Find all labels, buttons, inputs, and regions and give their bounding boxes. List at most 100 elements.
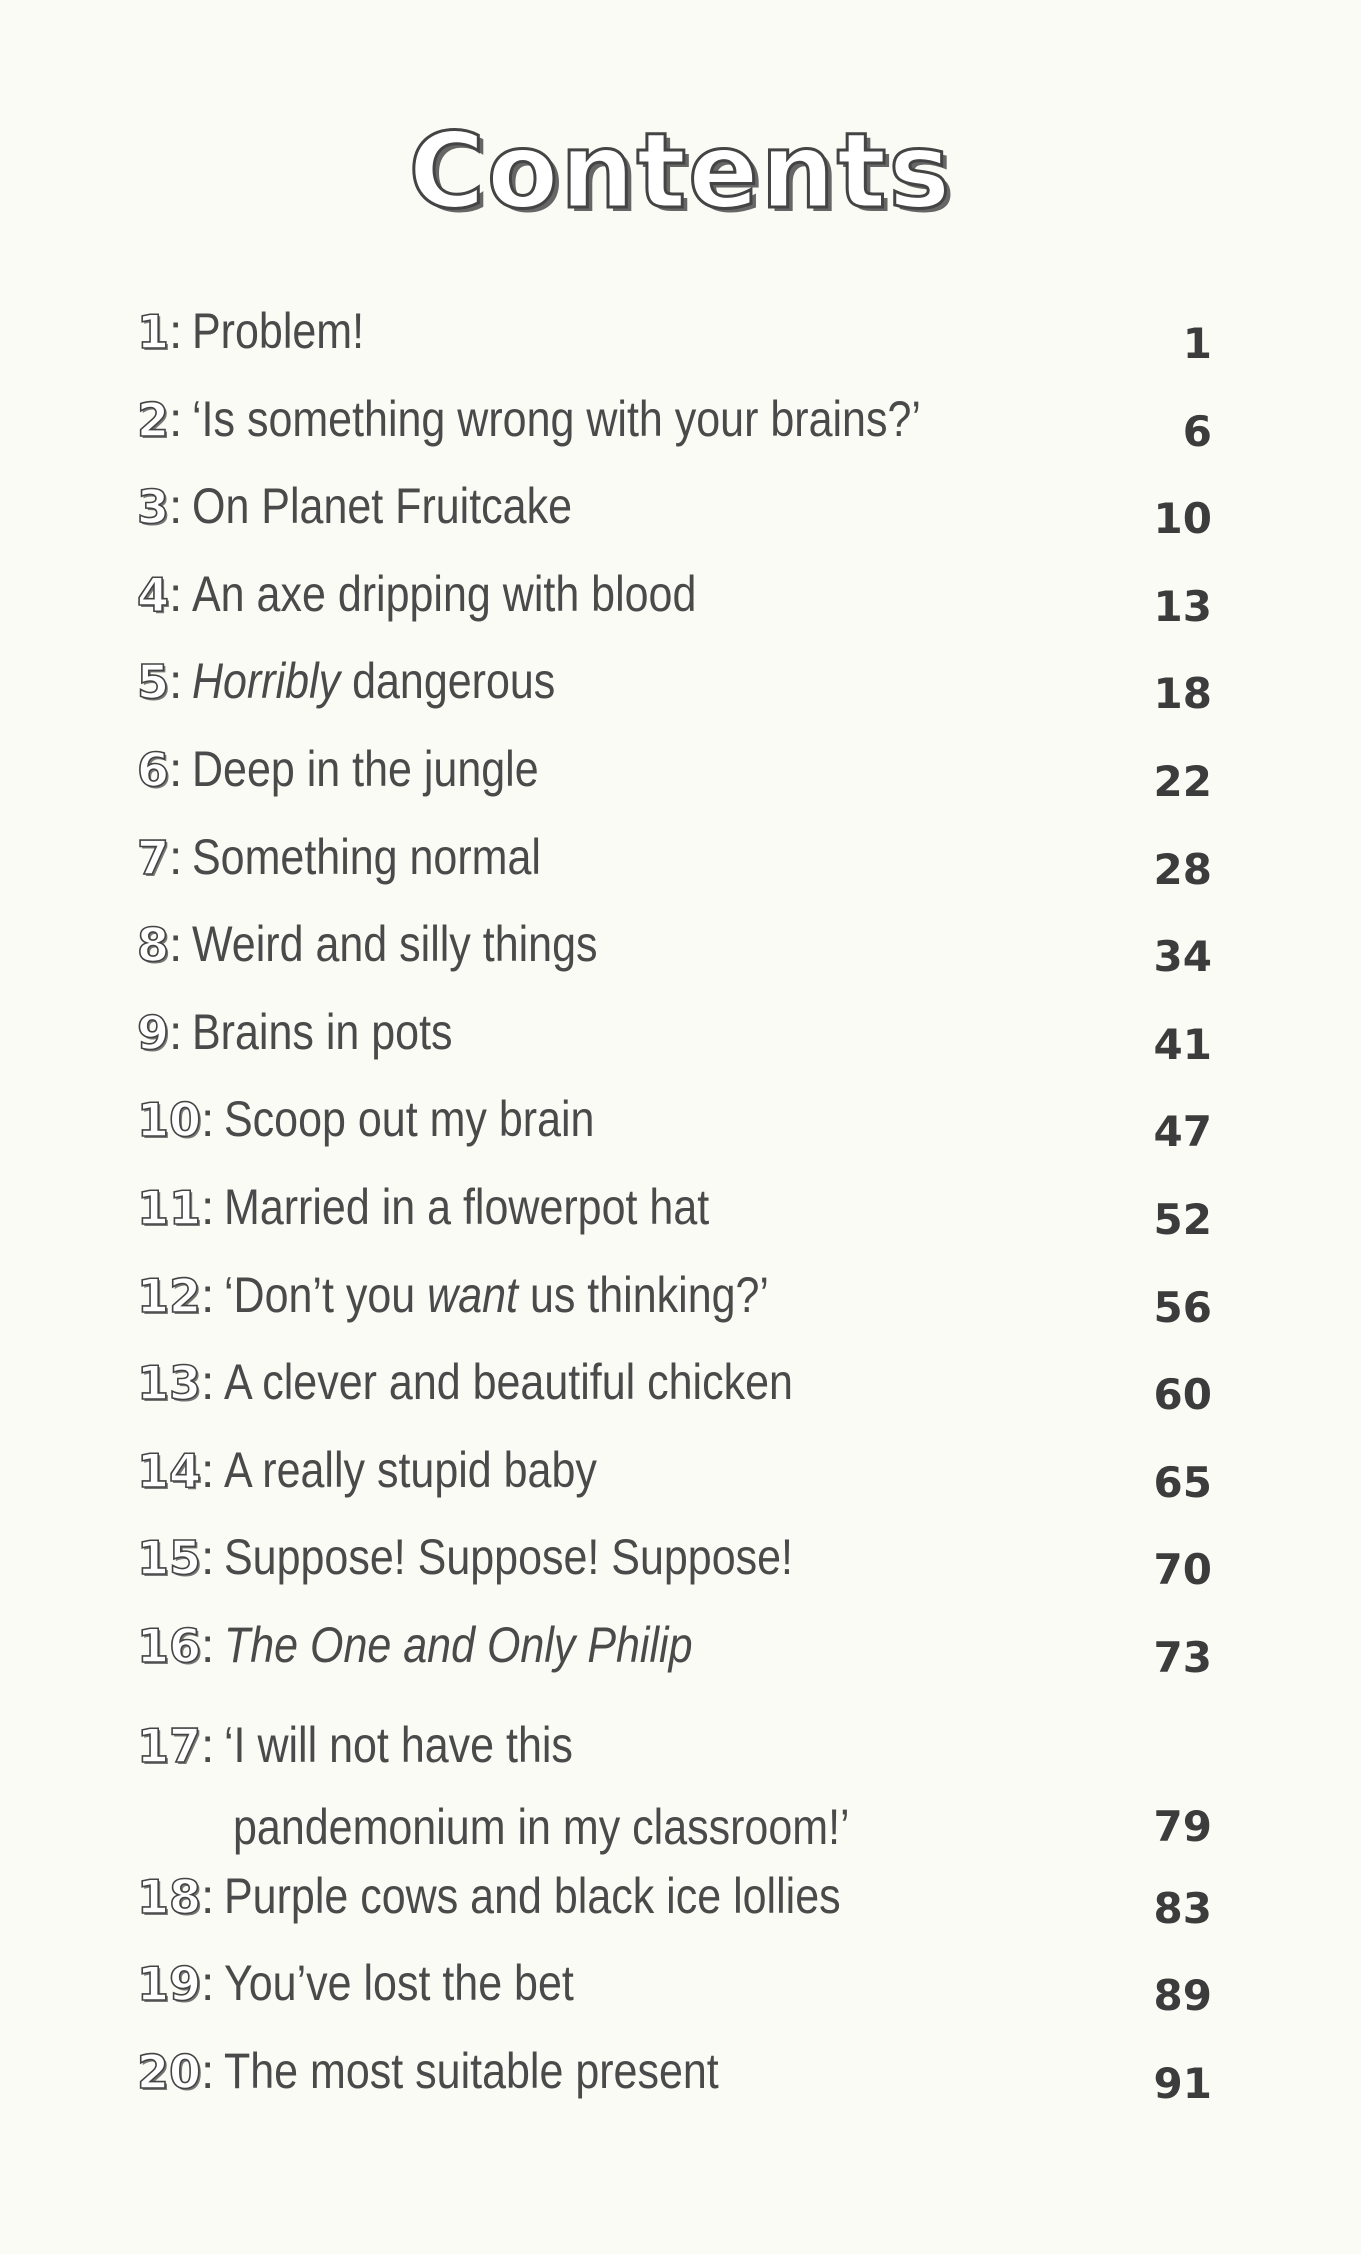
colon: : <box>169 306 183 359</box>
page-number: 1 <box>1182 319 1212 368</box>
chapter-title-part: Brains in pots <box>192 1003 453 1060</box>
chapter-title: You’ve lost the bet <box>224 1940 574 2028</box>
page-title: Contents <box>407 109 953 234</box>
toc-entry: 9: Brains in pots 41 <box>136 1001 1212 1089</box>
toc-entry: 6: Deep in the jungle 22 <box>136 738 1212 826</box>
page-number: 65 <box>1153 1457 1212 1507</box>
chapter-title-continuation: pandemonium in my classroom!’ <box>233 1798 850 1855</box>
chapter-number: 9 <box>136 1005 170 1061</box>
colon: : <box>201 1870 215 1924</box>
page-number: 52 <box>1153 1194 1212 1244</box>
toc-entry: 14: A really stupid baby 65 <box>136 1439 1212 1527</box>
chapter-title-part: A clever and beautiful chicken <box>224 1354 794 1411</box>
colon: : <box>169 743 183 797</box>
table-of-contents: 1: Problem! 1 2: ‘Is something wrong with yo… <box>136 300 1212 2128</box>
page-number: 18 <box>1153 669 1212 719</box>
chapter-title-part: ‘I will not have this <box>224 1716 574 1773</box>
chapter-number: 14 <box>136 1443 202 1499</box>
chapter-number: 8 <box>136 917 170 973</box>
page-number: 70 <box>1153 1545 1212 1595</box>
chapter-number: 3 <box>136 479 170 535</box>
page-number: 73 <box>1153 1632 1212 1682</box>
toc-entry: 5: Horribly dangerous 18 <box>136 650 1212 738</box>
chapter-title: An axe dripping with blood <box>192 551 696 639</box>
toc-entry: 18: Purple cows and black ice lollies 83 <box>136 1865 1212 1953</box>
chapter-title-part: Weird and silly things <box>192 916 598 973</box>
chapter-title: The One and Only Philip <box>224 1602 692 1690</box>
chapter-title: Horribly dangerous <box>192 638 555 726</box>
chapter-title: A clever and beautiful chicken <box>224 1339 793 1427</box>
toc-entry: 16: The One and Only Philip 73 <box>136 1614 1212 1702</box>
chapter-title-part: On Planet Fruitcake <box>192 478 573 535</box>
colon: : <box>201 1532 215 1586</box>
colon: : <box>201 1619 215 1673</box>
toc-entry: 3: On Planet Fruitcake 10 <box>136 475 1212 563</box>
chapter-title-part: Problem! <box>192 303 365 359</box>
chapter-title: ‘I will not have this <box>224 1702 573 1789</box>
chapter-title: ‘Is something wrong with your brains?’ <box>192 376 921 464</box>
toc-entry: 20: The most suitable present 91 <box>136 2040 1212 2128</box>
page-number: 83 <box>1153 1883 1212 1933</box>
chapter-title: Deep in the jungle <box>192 726 539 814</box>
chapter-title-part: The One and Only Philip <box>224 1616 693 1673</box>
chapter-title: The most suitable present <box>224 2028 719 2116</box>
chapter-number: 5 <box>136 655 170 711</box>
colon: : <box>169 656 183 710</box>
page-number: 60 <box>1153 1370 1212 1420</box>
chapter-number: 17 <box>136 1718 202 1774</box>
chapter-title: Something normal <box>192 814 541 902</box>
toc-entry: 7: Something normal 28 <box>136 826 1212 914</box>
colon: : <box>201 1444 215 1498</box>
toc-entry: 10: Scoop out my brain 47 <box>136 1088 1212 1176</box>
page-number: 6 <box>1182 406 1212 456</box>
chapter-number: 19 <box>136 1956 202 2012</box>
toc-entry: 12: ‘Don’t you want us thinking?’ 56 <box>136 1264 1212 1352</box>
toc-entry: 17: ‘I will not have this pandemonium in m… <box>136 1702 1212 1865</box>
colon: : <box>169 481 183 535</box>
chapter-title: On Planet Fruitcake <box>192 463 572 551</box>
chapter-title-part: An axe dripping with blood <box>192 565 697 622</box>
chapter-title-part: Deep in the jungle <box>192 740 540 797</box>
colon: : <box>201 1094 215 1148</box>
chapter-title: Scoop out my brain <box>224 1076 594 1164</box>
page-number: 13 <box>1153 581 1212 631</box>
chapter-title: Suppose! Suppose! Suppose! <box>224 1514 793 1602</box>
chapter-title-part: dangerous <box>340 653 556 710</box>
colon: : <box>201 1357 215 1411</box>
chapter-title: ‘Don’t you want us thinking?’ <box>224 1252 769 1340</box>
chapter-title: A really stupid baby <box>224 1427 597 1515</box>
chapter-number: 13 <box>136 1355 202 1411</box>
toc-entry: 15: Suppose! Suppose! Suppose! 70 <box>136 1526 1212 1614</box>
toc-entry: 1: Problem! 1 <box>136 300 1212 388</box>
chapter-title-part: us thinking?’ <box>518 1266 770 1323</box>
chapter-title: Weird and silly things <box>192 901 598 989</box>
colon: : <box>201 2045 215 2099</box>
chapter-title-part: A really stupid baby <box>224 1441 598 1498</box>
page-number: 56 <box>1153 1282 1212 1332</box>
chapter-title-part: ‘Don’t you <box>224 1266 428 1323</box>
chapter-title: Problem! <box>192 288 364 376</box>
toc-entry: 4: An axe dripping with blood 13 <box>136 563 1212 651</box>
colon: : <box>169 568 183 622</box>
chapter-number: 18 <box>136 1869 202 1925</box>
page-number: 28 <box>1153 844 1212 894</box>
toc-entry: 11: Married in a flowerpot hat 52 <box>136 1176 1212 1264</box>
chapter-number: 1 <box>136 304 170 360</box>
page-number: 34 <box>1153 932 1212 982</box>
toc-entry: 19: You’ve lost the bet 89 <box>136 1952 1212 2040</box>
chapter-title-part: Suppose! Suppose! Suppose! <box>224 1529 794 1586</box>
chapter-number: 16 <box>136 1618 202 1674</box>
colon: : <box>201 1958 215 2012</box>
chapter-title-part: Purple cows and black ice lollies <box>224 1867 842 1924</box>
chapter-number: 20 <box>136 2044 202 2100</box>
page-number: 89 <box>1153 1971 1212 2021</box>
chapter-title-part: Horribly <box>192 653 341 710</box>
colon: : <box>201 1181 215 1235</box>
page-number: 22 <box>1153 756 1212 806</box>
colon: : <box>201 1719 215 1773</box>
toc-entry: 2: ‘Is something wrong with your brains?’… <box>136 388 1212 476</box>
chapter-number: 15 <box>136 1531 202 1587</box>
chapter-title-part: ‘Is something wrong with your brains?’ <box>192 390 922 447</box>
chapter-title-part: Scoop out my brain <box>224 1091 595 1148</box>
chapter-title-part: want <box>427 1266 519 1323</box>
